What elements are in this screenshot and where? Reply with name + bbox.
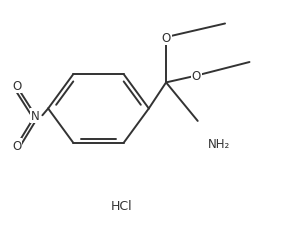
Text: NH₂: NH₂ (208, 138, 230, 151)
Text: N: N (31, 109, 40, 122)
Text: HCl: HCl (111, 200, 132, 212)
Text: O: O (192, 70, 201, 83)
Text: O: O (12, 140, 21, 153)
Text: O: O (162, 32, 171, 44)
Text: O: O (12, 80, 21, 93)
